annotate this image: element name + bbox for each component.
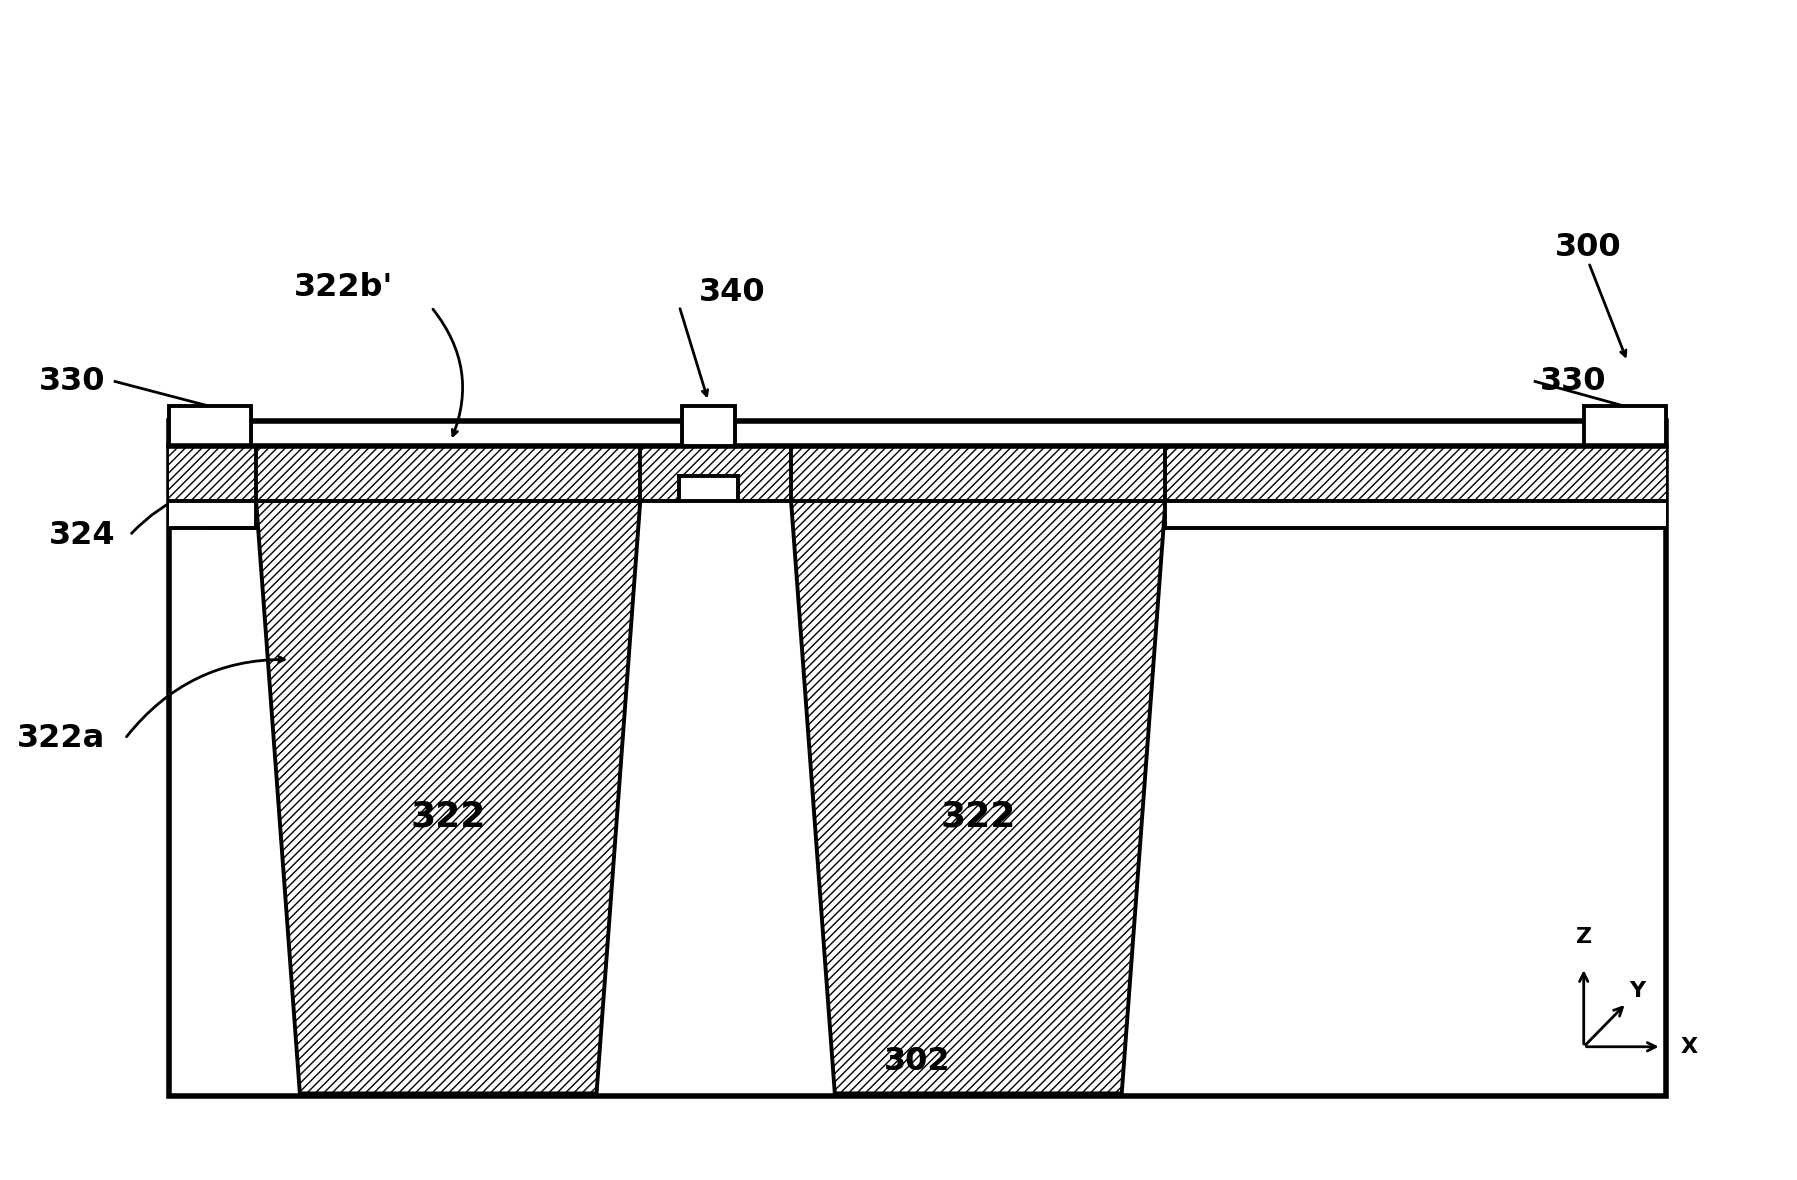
- Text: 330: 330: [40, 366, 106, 396]
- Text: 322: 322: [410, 800, 485, 834]
- Bar: [679, 476, 737, 500]
- Text: Z: Z: [1576, 927, 1592, 948]
- Polygon shape: [257, 500, 640, 1094]
- Text: 302: 302: [884, 1047, 951, 1077]
- Text: 330: 330: [1540, 366, 1607, 396]
- Text: 300: 300: [1554, 232, 1621, 263]
- Text: 322: 322: [940, 800, 1015, 834]
- Bar: [169, 406, 252, 446]
- Bar: [681, 406, 735, 446]
- Bar: [169, 446, 1666, 500]
- Bar: [169, 421, 1666, 1096]
- Polygon shape: [791, 500, 1166, 1094]
- Text: 324: 324: [49, 520, 115, 551]
- Text: 322a: 322a: [18, 723, 106, 754]
- Text: X: X: [1680, 1037, 1698, 1057]
- Bar: [1583, 406, 1666, 446]
- Bar: [1166, 500, 1666, 529]
- Bar: [169, 500, 257, 529]
- Text: Y: Y: [1628, 981, 1644, 1001]
- Text: 340: 340: [699, 276, 766, 308]
- Text: 322b': 322b': [295, 271, 394, 302]
